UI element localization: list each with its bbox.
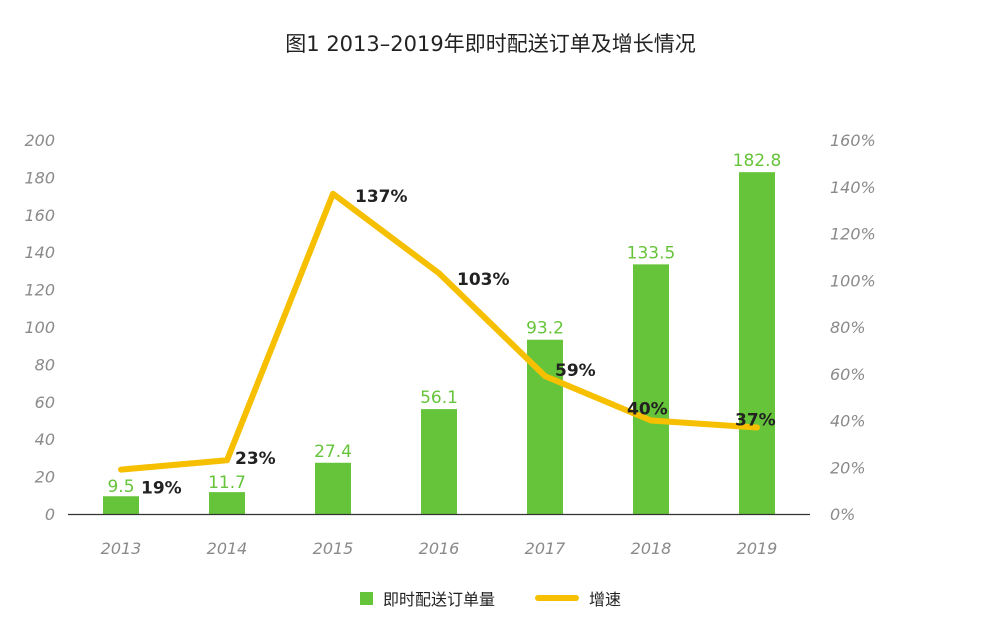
x-tick-label: 2015 xyxy=(313,539,354,558)
bar-2019 xyxy=(739,172,775,514)
y-left-tick-label: 160 xyxy=(24,206,55,225)
bar-2015 xyxy=(315,462,351,514)
y-right-tick-label: 0% xyxy=(830,505,855,524)
legend: 即时配送订单量 增速 xyxy=(0,586,981,610)
growth-value-label: 103% xyxy=(457,270,510,290)
y-left-tick-label: 20 xyxy=(35,468,55,487)
y-left-tick-label: 140 xyxy=(24,243,55,262)
growth-value-label: 37% xyxy=(735,411,776,431)
legend-label-growth: 增速 xyxy=(589,590,622,609)
y-right-tick-label: 140% xyxy=(830,178,876,197)
y-right-tick-label: 120% xyxy=(830,225,876,244)
y-right-tick-label: 20% xyxy=(830,458,866,477)
x-tick-label: 2018 xyxy=(631,539,672,558)
legend-line-swatch xyxy=(535,595,579,601)
bar-value-label: 182.8 xyxy=(733,151,782,171)
legend-label-orders: 即时配送订单量 xyxy=(382,590,495,609)
y-right-tick-label: 160% xyxy=(830,131,876,150)
bar-2014 xyxy=(209,492,245,514)
x-axis: 2013 2014 2015 2016 2017 2018 2019 xyxy=(101,539,778,558)
x-tick-label: 2013 xyxy=(101,539,142,558)
legend-item-growth: 增速 xyxy=(535,586,621,610)
bar-value-label: 93.2 xyxy=(526,319,564,339)
legend-item-orders: 即时配送订单量 xyxy=(359,586,495,610)
bar-series xyxy=(103,172,775,514)
x-tick-label: 2016 xyxy=(419,539,460,558)
bar-value-label: 133.5 xyxy=(627,243,676,263)
y-left-tick-label: 180 xyxy=(24,168,55,187)
bar-value-label: 11.7 xyxy=(208,473,246,493)
line-series xyxy=(118,190,760,473)
bar-2018 xyxy=(633,264,669,514)
y-left-tick-label: 80 xyxy=(35,355,55,374)
y-right-axis: 0% 20% 40% 60% 80% 100% 120% 140% 160% xyxy=(830,131,876,524)
x-tick-label: 2017 xyxy=(525,539,567,558)
bar-2016 xyxy=(421,409,457,514)
growth-value-label: 19% xyxy=(141,479,182,499)
data-labels: 9.5 11.7 27.4 56.1 93.2 133.5 182.8 19% 23% 137% 1… xyxy=(107,151,781,498)
bar-2013 xyxy=(103,496,139,514)
bar-value-label: 27.4 xyxy=(314,442,352,462)
growth-value-label: 59% xyxy=(555,361,596,381)
bar-value-label: 9.5 xyxy=(107,477,134,497)
chart-canvas: 0 20 40 60 80 100 120 140 160 180 200 0% 20% 40% 60% 8… xyxy=(24,131,876,558)
y-left-tick-label: 60 xyxy=(35,393,55,412)
growth-value-label: 40% xyxy=(627,400,668,420)
growth-value-label: 23% xyxy=(235,449,276,469)
y-left-tick-label: 40 xyxy=(35,430,55,449)
chart-title: 图1 2013–2019年即时配送订单及增长情况 xyxy=(285,32,696,56)
y-left-tick-label: 120 xyxy=(24,281,55,300)
y-left-tick-label: 100 xyxy=(24,318,55,337)
y-right-tick-label: 60% xyxy=(830,365,866,384)
bar-value-label: 56.1 xyxy=(420,388,458,408)
y-left-tick-label: 200 xyxy=(24,131,55,150)
y-right-tick-label: 80% xyxy=(830,318,866,337)
y-left-axis: 0 20 40 60 80 100 120 140 160 180 200 xyxy=(24,131,55,524)
y-right-tick-label: 40% xyxy=(830,412,866,431)
growth-value-label: 137% xyxy=(355,187,408,207)
x-tick-label: 2014 xyxy=(207,539,248,558)
legend-bar-swatch xyxy=(359,591,373,605)
y-right-tick-label: 100% xyxy=(830,271,876,290)
y-left-tick-label: 0 xyxy=(45,505,55,524)
x-tick-label: 2019 xyxy=(737,539,778,558)
bar-2017 xyxy=(527,339,563,514)
